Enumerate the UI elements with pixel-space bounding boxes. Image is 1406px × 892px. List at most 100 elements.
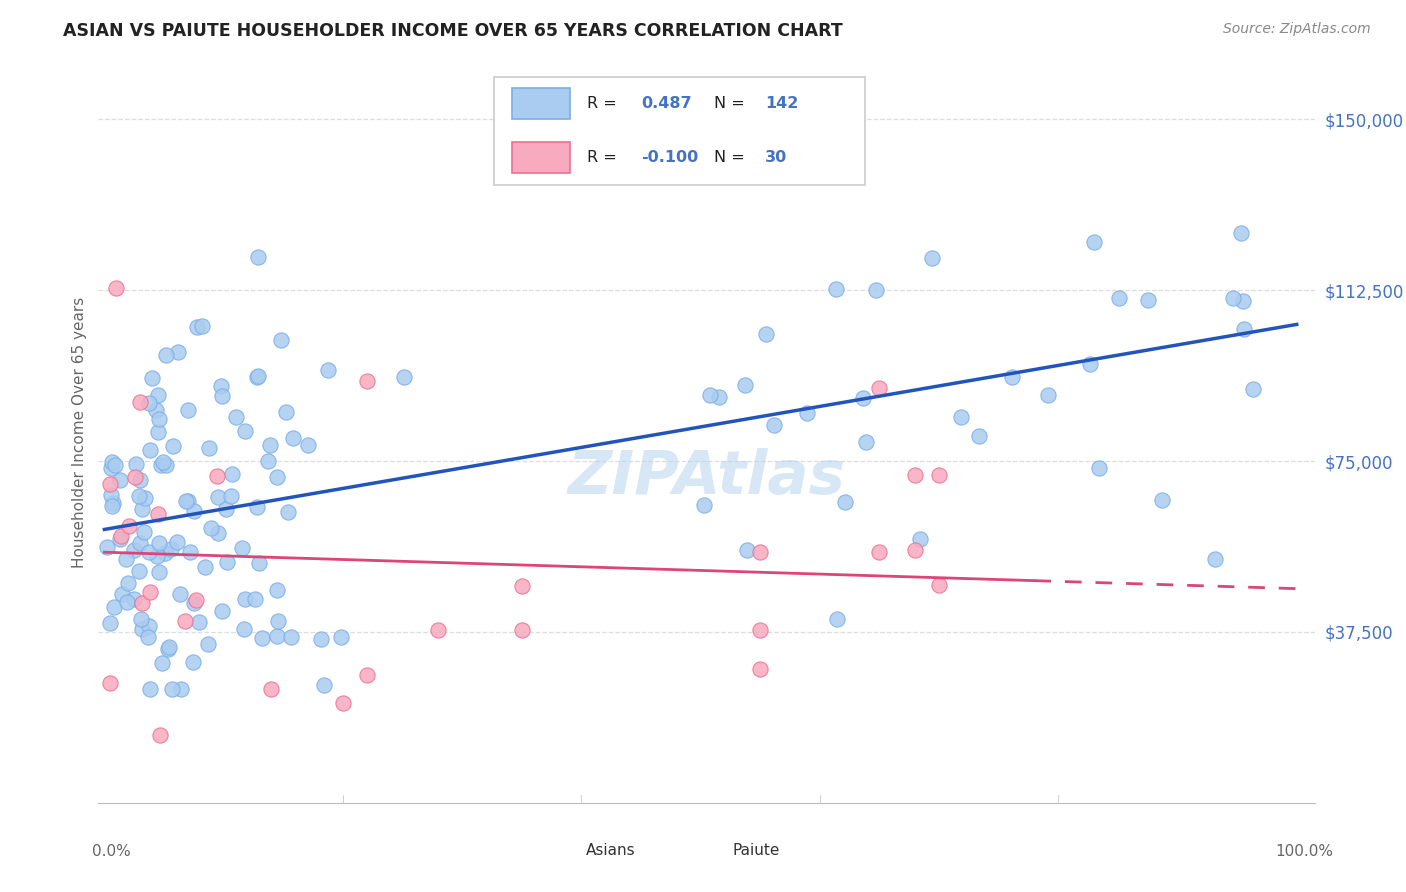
Point: [1083, 235, 1105, 250]
Point: [332, 696, 354, 710]
Point: [1136, 293, 1159, 308]
Point: [316, 362, 339, 376]
Text: 0.487: 0.487: [641, 96, 692, 112]
Point: [183, 504, 205, 518]
Text: 142: 142: [765, 96, 799, 112]
Point: [1088, 460, 1111, 475]
Point: [309, 632, 332, 647]
Point: [129, 612, 152, 626]
Point: [855, 434, 877, 449]
Point: [1232, 322, 1254, 336]
Point: [132, 524, 155, 539]
Point: [211, 389, 233, 403]
Point: [259, 438, 281, 452]
Point: [100, 455, 122, 469]
Point: [110, 529, 132, 543]
Y-axis label: Householder Income Over 65 years: Householder Income Over 65 years: [72, 297, 87, 568]
Point: [124, 592, 146, 607]
Point: [108, 533, 131, 547]
Point: [186, 320, 208, 334]
Text: ZIPAtlas: ZIPAtlas: [568, 448, 845, 507]
Point: [131, 595, 153, 609]
Point: [270, 333, 292, 347]
Point: [1001, 370, 1024, 384]
Point: [207, 490, 229, 504]
Point: [156, 642, 179, 657]
Point: [148, 536, 170, 550]
Point: [755, 326, 778, 341]
Point: [277, 505, 299, 519]
Point: [160, 541, 183, 556]
Text: ASIAN VS PAIUTE HOUSEHOLDER INCOME OVER 65 YEARS CORRELATION CHART: ASIAN VS PAIUTE HOUSEHOLDER INCOME OVER …: [63, 22, 844, 40]
Point: [707, 390, 730, 404]
Point: [1108, 291, 1130, 305]
Point: [177, 493, 200, 508]
Point: [1232, 293, 1254, 308]
Point: [808, 145, 831, 159]
Point: [868, 381, 890, 395]
FancyBboxPatch shape: [530, 839, 579, 864]
Point: [148, 507, 170, 521]
Text: Paiute: Paiute: [733, 844, 779, 858]
Point: [103, 495, 125, 509]
Point: [98, 616, 121, 631]
Point: [149, 728, 172, 742]
Point: [129, 395, 152, 409]
Point: [246, 369, 269, 384]
Point: [131, 502, 153, 516]
Point: [155, 348, 177, 362]
Point: [148, 565, 170, 579]
Point: [246, 500, 269, 514]
Point: [394, 369, 416, 384]
Point: [162, 681, 184, 696]
Point: [128, 473, 150, 487]
FancyBboxPatch shape: [512, 88, 571, 120]
Point: [1241, 382, 1264, 396]
Point: [150, 657, 173, 671]
Point: [207, 525, 229, 540]
Point: [1204, 552, 1226, 566]
Point: [211, 604, 233, 618]
Point: [1152, 493, 1174, 508]
Point: [904, 467, 927, 482]
Point: [173, 614, 195, 628]
Point: [170, 681, 193, 696]
FancyBboxPatch shape: [494, 78, 865, 185]
Point: [246, 370, 269, 384]
Point: [115, 595, 138, 609]
Point: [221, 467, 243, 481]
Point: [117, 576, 139, 591]
Point: [177, 402, 200, 417]
Point: [928, 467, 950, 482]
Point: [141, 370, 163, 384]
Point: [247, 250, 270, 264]
Text: R =: R =: [588, 96, 623, 112]
Point: [749, 623, 772, 637]
Point: [356, 374, 378, 388]
Point: [1036, 388, 1059, 402]
Point: [197, 637, 219, 651]
Point: [124, 543, 146, 558]
Text: 30: 30: [765, 151, 787, 165]
Point: [510, 623, 533, 637]
Point: [167, 344, 190, 359]
Point: [266, 629, 288, 643]
Point: [825, 612, 848, 626]
Point: [868, 545, 890, 559]
Point: [134, 491, 156, 506]
Point: [150, 458, 173, 472]
FancyBboxPatch shape: [512, 143, 571, 173]
Point: [1222, 291, 1244, 305]
Point: [243, 591, 266, 606]
Point: [763, 418, 786, 433]
Point: [921, 252, 943, 266]
Point: [266, 469, 288, 483]
Point: [105, 281, 128, 295]
Text: Source: ZipAtlas.com: Source: ZipAtlas.com: [1223, 22, 1371, 37]
Point: [233, 591, 256, 606]
Text: 100.0%: 100.0%: [1275, 844, 1333, 858]
Text: -0.100: -0.100: [641, 151, 699, 165]
Point: [215, 502, 238, 516]
Point: [166, 535, 188, 549]
Point: [1078, 357, 1101, 371]
